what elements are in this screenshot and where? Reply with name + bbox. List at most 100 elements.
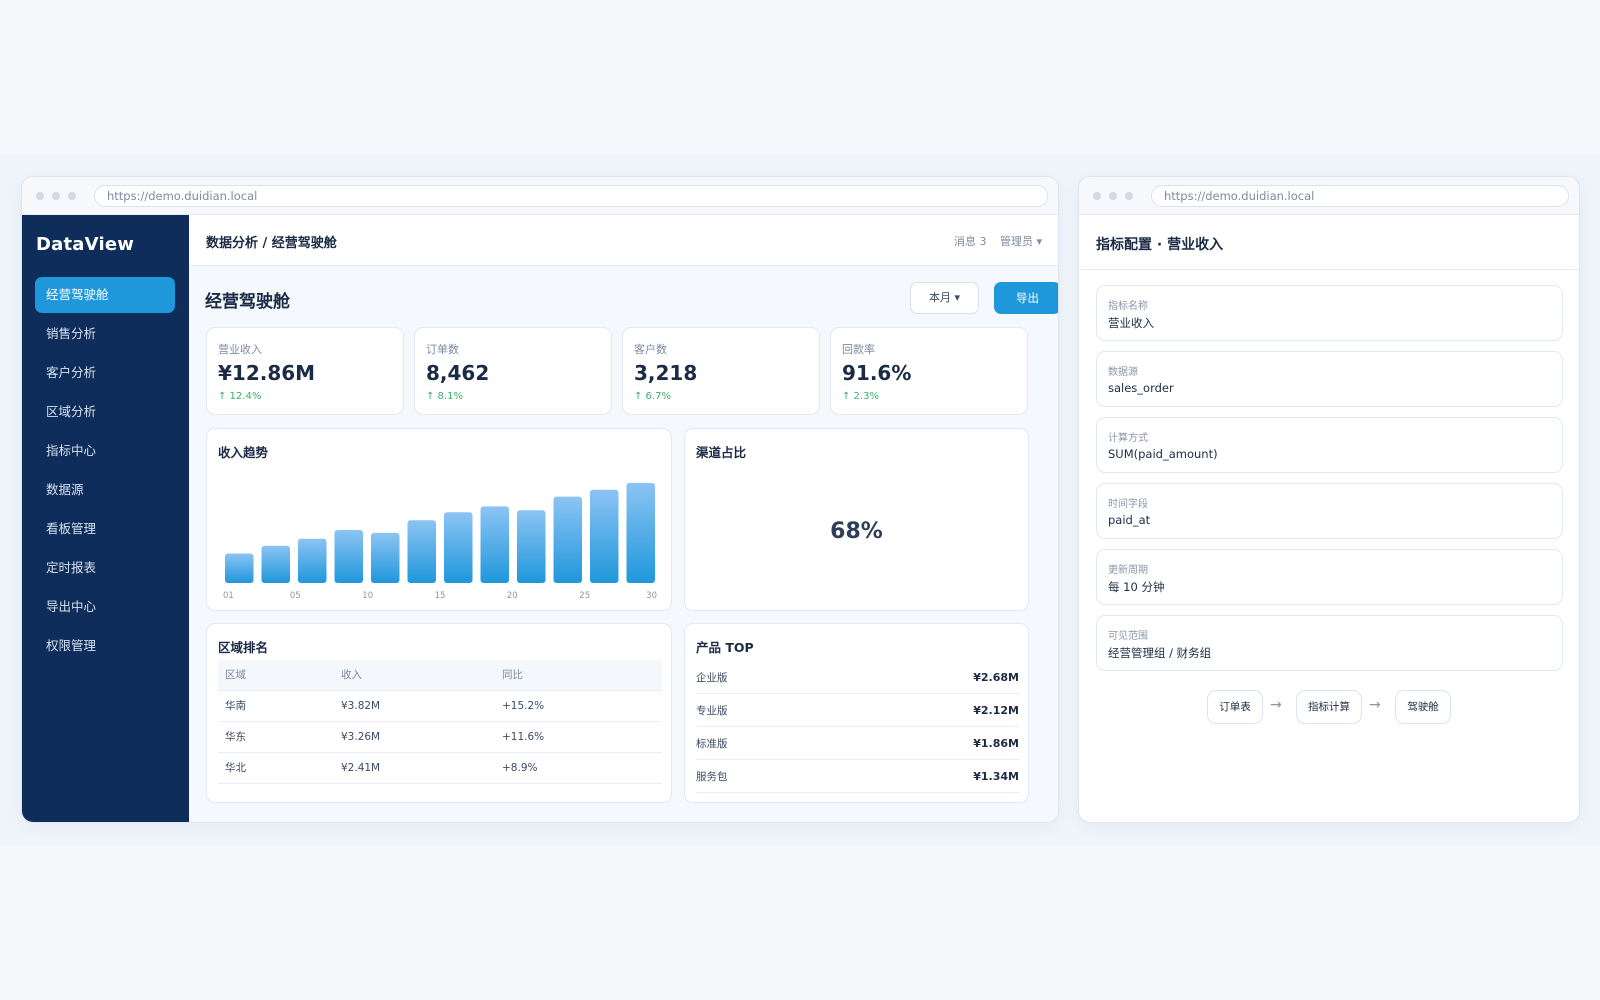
revenue-trend-card: 收入趋势 01 05 10 15 20 25 30 <box>206 428 672 611</box>
field-label: 指标名称 <box>1108 301 1148 312</box>
flow-node-orders[interactable]: 订单表 <box>1207 690 1263 724</box>
sidebar-item-dashboard[interactable]: 经营驾驶舱 <box>35 277 175 313</box>
field-metric-name[interactable]: 指标名称 营业收入 <box>1096 285 1563 341</box>
chart-bar[interactable] <box>480 506 510 583</box>
field-data-source[interactable]: 数据源 sales_order <box>1096 351 1563 407</box>
messages-link[interactable]: 消息 3 <box>953 235 987 248</box>
field-label: 数据源 <box>1108 367 1138 378</box>
list-item[interactable]: 服务包 ¥1.34M <box>696 760 1019 793</box>
chart-bar[interactable] <box>517 510 546 583</box>
config-browser-window: https://demo.duidian.local 指标配置 · 营业收入 指… <box>1078 176 1580 823</box>
browser-chrome: https://demo.duidian.local <box>1079 177 1579 215</box>
window-dot-icon[interactable] <box>68 192 76 200</box>
product-list: 企业版 ¥2.68M 专业版 ¥2.12M 标准版 ¥1.86M 服务包 ¥1.… <box>696 661 1019 793</box>
sidebar-item-regions[interactable]: 区域分析 <box>46 404 97 419</box>
field-label: 时间字段 <box>1108 499 1148 510</box>
sidebar-item-customers[interactable]: 客户分析 <box>46 365 97 380</box>
field-calculation[interactable]: 计算方式 SUM(paid_amount) <box>1096 417 1563 473</box>
sidebar-item-sales[interactable]: 销售分析 <box>46 326 97 341</box>
browser-chrome: https://demo.duidian.local <box>22 177 1058 215</box>
x-tick-label: 20 <box>507 591 518 601</box>
table-cell: ¥3.82M <box>334 690 495 722</box>
arrow-right-icon: → <box>1369 697 1381 713</box>
sidebar-item-datasources[interactable]: 数据源 <box>46 482 84 497</box>
list-item[interactable]: 专业版 ¥2.12M <box>696 694 1019 727</box>
field-visibility[interactable]: 可见范围 经营管理组 / 财务组 <box>1096 615 1563 671</box>
window-dot-icon[interactable] <box>1109 192 1117 200</box>
table-cell: 华北 <box>218 752 334 784</box>
table-cell: +8.9% <box>495 752 662 784</box>
sidebar-nav: 经营驾驶舱 销售分析 客户分析 区域分析 指标中心 数据源 看板管理 定时报表 … <box>35 277 175 667</box>
window-dot-icon[interactable] <box>1093 192 1101 200</box>
address-bar[interactable]: https://demo.duidian.local <box>1151 185 1569 207</box>
sidebar-item-permissions[interactable]: 权限管理 <box>46 638 97 653</box>
table-row[interactable]: 华南 ¥3.82M +15.2% <box>218 690 662 722</box>
user-menu[interactable]: 管理员 ▾ <box>999 235 1042 248</box>
export-button[interactable]: 导出 <box>994 282 1058 314</box>
chart-bar[interactable] <box>444 512 473 583</box>
kpi-card-customers: 客户数 3,218 ↑ 6.7% <box>622 327 820 415</box>
chart-bar[interactable] <box>225 553 254 584</box>
kpi-label: 客户数 <box>634 343 667 356</box>
field-label: 更新周期 <box>1108 565 1148 576</box>
revenue-bar-chart: 01 05 10 15 20 25 30 <box>223 482 657 601</box>
x-tick-label: 30 <box>646 591 657 601</box>
chart-bar[interactable] <box>626 482 656 583</box>
address-bar[interactable]: https://demo.duidian.local <box>94 185 1048 207</box>
region-ranking-card: 区域排名 区域 收入 同比 华南 ¥3.82M +15.2% <box>206 623 672 803</box>
chart-bar[interactable] <box>298 538 327 583</box>
table-cell: 华南 <box>218 690 334 722</box>
flow-node-metric-calc[interactable]: 指标计算 <box>1296 690 1362 724</box>
kpi-delta: ↑ 12.4% <box>218 391 262 402</box>
kpi-card-revenue: 营业收入 ¥12.86M ↑ 12.4% <box>206 327 404 415</box>
sidebar-item-boards[interactable]: 看板管理 <box>46 521 97 536</box>
chart-bar[interactable] <box>334 530 364 583</box>
table-row[interactable]: 华北 ¥2.41M +8.9% <box>218 752 662 784</box>
main-content: 数据分析 / 经营驾驶舱 消息 3 管理员 ▾ 经营驾驶舱 本月 ▾ 导出 营业… <box>189 215 1058 822</box>
top-bar: 数据分析 / 经营驾驶舱 消息 3 管理员 ▾ <box>189 215 1058 266</box>
product-name: 企业版 <box>696 671 728 684</box>
config-title: 指标配置 · 营业收入 <box>1096 237 1224 253</box>
field-value: 营业收入 <box>1108 316 1154 330</box>
table-cell: 华东 <box>218 721 334 753</box>
column-header[interactable]: 同比 <box>495 660 662 691</box>
top-actions: 消息 3 管理员 ▾ <box>944 233 1042 249</box>
kpi-card-orders: 订单数 8,462 ↑ 8.1% <box>414 327 612 415</box>
main-browser-window: https://demo.duidian.local DataView 经营驾驶… <box>21 176 1059 823</box>
breadcrumb: 数据分析 / 经营驾驶舱 <box>206 236 337 251</box>
kpi-value: ¥12.86M <box>218 361 316 385</box>
field-refresh-period[interactable]: 更新周期 每 10 分钟 <box>1096 549 1563 605</box>
chart-bar[interactable] <box>553 496 583 583</box>
field-value: 经营管理组 / 财务组 <box>1108 646 1212 660</box>
period-select[interactable]: 本月 ▾ <box>910 282 979 314</box>
flow-node-dashboard[interactable]: 驾驶舱 <box>1395 690 1451 724</box>
field-time-field[interactable]: 时间字段 paid_at <box>1096 483 1563 539</box>
list-item[interactable]: 标准版 ¥1.86M <box>696 727 1019 760</box>
window-dot-icon[interactable] <box>52 192 60 200</box>
sidebar-item-metrics[interactable]: 指标中心 <box>46 443 97 458</box>
chart-bar[interactable] <box>407 520 437 583</box>
chart-bar[interactable] <box>590 489 619 583</box>
table-cell: +11.6% <box>495 721 662 753</box>
kpi-card-collection-rate: 回款率 91.6% ↑ 2.3% <box>830 327 1028 415</box>
product-value: ¥2.68M <box>973 670 1019 684</box>
config-header: 指标配置 · 营业收入 <box>1079 215 1579 270</box>
table-cell: ¥3.26M <box>334 721 495 753</box>
window-dot-icon[interactable] <box>1125 192 1133 200</box>
column-header[interactable]: 区域 <box>218 660 334 691</box>
sidebar-item-export-center[interactable]: 导出中心 <box>46 599 97 614</box>
product-name: 服务包 <box>696 770 728 783</box>
region-table: 区域 收入 同比 华南 ¥3.82M +15.2% 华东 ¥3.26M +11.… <box>218 660 662 784</box>
chart-bar[interactable] <box>371 532 400 583</box>
product-top-card: 产品 TOP 企业版 ¥2.68M 专业版 ¥2.12M 标准版 ¥1.86M … <box>684 623 1029 803</box>
channel-share-value: 68% <box>830 519 883 544</box>
field-value: paid_at <box>1108 513 1151 527</box>
kpi-delta: ↑ 2.3% <box>842 391 879 402</box>
sidebar-item-scheduled-reports[interactable]: 定时报表 <box>46 560 97 575</box>
field-value: 每 10 分钟 <box>1108 580 1165 594</box>
window-dot-icon[interactable] <box>36 192 44 200</box>
table-row[interactable]: 华东 ¥3.26M +11.6% <box>218 721 662 753</box>
list-item[interactable]: 企业版 ¥2.68M <box>696 661 1019 694</box>
column-header[interactable]: 收入 <box>334 660 495 691</box>
chart-bar[interactable] <box>261 545 291 583</box>
